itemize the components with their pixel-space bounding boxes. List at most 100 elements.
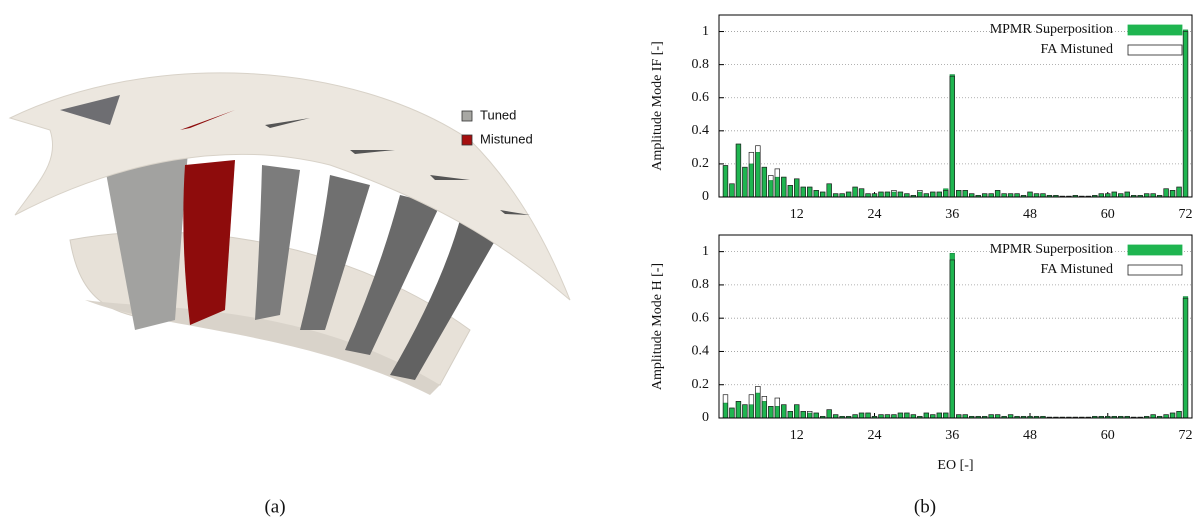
legend-label: MPMR Superposition	[990, 242, 1113, 257]
legend-label: FA Mistuned	[1041, 262, 1113, 277]
bar	[879, 192, 884, 197]
x-tick-label: 12	[790, 207, 804, 222]
bar	[1177, 187, 1182, 197]
y-tick-label: 0.6	[692, 310, 710, 325]
bar	[905, 413, 910, 418]
bar	[814, 190, 819, 197]
bar	[756, 152, 761, 197]
bar	[801, 411, 806, 418]
bar	[1183, 297, 1188, 418]
y-axis-label: Amplitude Mode IF [-]	[650, 41, 665, 170]
bar	[807, 413, 812, 418]
legend-swatch	[1128, 45, 1182, 55]
bar	[756, 393, 761, 418]
y-tick-label: 0.4	[692, 123, 710, 138]
bar	[995, 190, 1000, 197]
x-tick-label: 48	[1023, 207, 1037, 222]
bar	[801, 187, 806, 197]
bar	[723, 403, 728, 418]
figure: Tuned Mistuned (a) (b) 0 0.2 0.4 0.6 0.8 1 12 24 36 4…	[0, 0, 1203, 525]
bar	[950, 75, 955, 197]
bar	[749, 405, 754, 418]
bar	[769, 406, 774, 418]
plot-frame	[719, 15, 1192, 197]
bar	[769, 180, 774, 197]
bar	[1177, 411, 1182, 418]
x-tick-label: 24	[868, 207, 882, 222]
bar	[781, 177, 786, 197]
caption: (b)	[914, 496, 936, 517]
legend-label: Tuned	[480, 107, 516, 122]
bar	[730, 408, 735, 418]
y-tick-label: 0.2	[692, 377, 710, 392]
bar	[762, 401, 767, 418]
bar	[853, 187, 858, 197]
x-tick-label: 48	[1023, 428, 1037, 443]
bar	[736, 401, 741, 418]
x-tick-label: 72	[1179, 207, 1193, 222]
bar	[820, 192, 825, 197]
bar	[743, 167, 748, 197]
bar	[730, 184, 735, 197]
legend-swatch	[1128, 265, 1182, 275]
legend-label: Mistuned	[480, 131, 533, 146]
x-tick-label: 36	[945, 207, 959, 222]
bar	[788, 185, 793, 197]
bar	[956, 190, 961, 197]
bar	[943, 189, 948, 197]
x-tick-label: 72	[1179, 428, 1193, 443]
caption: (a)	[264, 496, 285, 517]
y-tick-label: 0.6	[692, 90, 710, 105]
bar	[1112, 192, 1117, 197]
bar	[930, 192, 935, 197]
bar	[963, 190, 968, 197]
bar	[937, 413, 942, 418]
y-tick-label: 1	[702, 24, 709, 39]
legend-swatch	[1128, 245, 1182, 255]
x-tick-label: 60	[1101, 428, 1115, 443]
bar	[1170, 413, 1175, 418]
x-tick-label: 24	[868, 428, 882, 443]
y-tick-label: 0.4	[692, 344, 710, 359]
bar	[943, 413, 948, 418]
bar	[885, 192, 890, 197]
bar	[775, 406, 780, 418]
bar	[846, 192, 851, 197]
bar	[937, 192, 942, 197]
bar	[723, 166, 728, 197]
bar	[807, 187, 812, 197]
bar	[827, 184, 832, 197]
bar	[898, 192, 903, 197]
x-axis-label: EO [-]	[937, 458, 973, 473]
bar	[859, 413, 864, 418]
bar	[866, 413, 871, 418]
bar	[743, 405, 748, 418]
legend-label: FA Mistuned	[1041, 42, 1113, 57]
y-tick-label: 0.8	[692, 57, 710, 72]
y-tick-label: 0.2	[692, 156, 710, 171]
bar	[1183, 30, 1188, 197]
bar	[775, 177, 780, 197]
bar	[762, 167, 767, 197]
bar	[1164, 189, 1169, 197]
bar	[918, 192, 923, 197]
y-tick-label: 1	[702, 244, 709, 259]
x-tick-label: 36	[945, 428, 959, 443]
bar	[736, 144, 741, 197]
legend-swatch	[462, 111, 472, 121]
bar	[898, 413, 903, 418]
y-tick-label: 0	[702, 189, 709, 204]
bar	[950, 253, 955, 418]
legend-swatch	[1128, 25, 1182, 35]
bar	[1170, 190, 1175, 197]
y-axis-label: Amplitude Mode H [-]	[650, 263, 665, 390]
bar	[1125, 192, 1130, 197]
y-tick-label: 0	[702, 410, 709, 425]
bar	[924, 413, 929, 418]
legend-swatch	[462, 135, 472, 145]
bar	[1028, 192, 1033, 197]
bar	[794, 405, 799, 418]
x-tick-label: 12	[790, 428, 804, 443]
bar	[859, 189, 864, 197]
plot-frame	[719, 235, 1192, 418]
